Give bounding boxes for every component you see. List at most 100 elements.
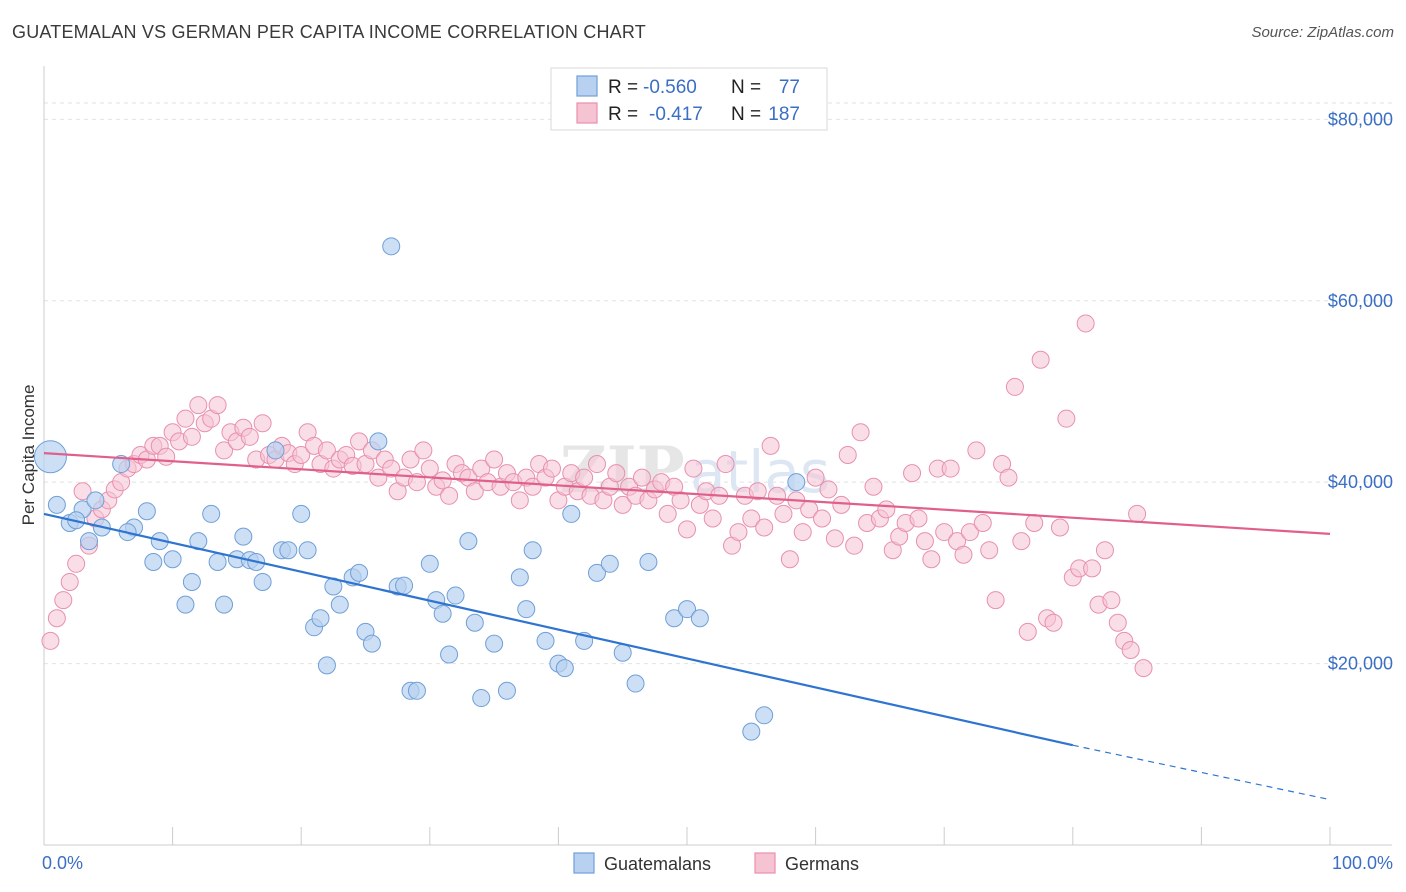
legend-swatch-guatemalans: [576, 75, 598, 97]
guatemalans-point-12: [144, 552, 163, 571]
guatemalans-point-62: [562, 504, 581, 523]
germans-point-23: [189, 396, 208, 415]
guatemalans-point-25: [253, 572, 272, 591]
germans-point-153: [1025, 513, 1044, 532]
bottom-legend-guatemalans: Guatemalans: [604, 854, 711, 874]
guatemalans-point-1: [47, 495, 66, 514]
guatemalans-point-51: [459, 532, 478, 551]
bottom-legend-swatch-germans: [754, 852, 776, 874]
germans-point-149: [999, 468, 1018, 487]
guatemalans-point-11: [137, 502, 156, 521]
guatemalans-point-48: [433, 604, 452, 623]
source-label: Source: ZipAtlas.com: [1251, 24, 1394, 41]
guatemalans-point-5: [80, 532, 99, 551]
y-tick-label-3: $80,000: [1328, 109, 1393, 129]
germans-point-99: [678, 520, 696, 539]
guatemalans-point-20: [215, 595, 234, 614]
legend-r-value-1: -0.560: [643, 77, 697, 98]
germans-point-119: [806, 468, 825, 487]
bottom-legend-swatch-guatemalans: [573, 852, 595, 874]
guatemalans-point-37: [350, 563, 369, 582]
trend-lines: [43, 452, 1331, 801]
germans-point-139: [935, 523, 954, 542]
germans-point-113: [768, 486, 787, 505]
germans-point-58: [414, 441, 433, 460]
germans-point-136: [915, 532, 934, 551]
legend-n-value-2: 187: [768, 104, 800, 125]
guatemalans-point-68: [639, 552, 658, 571]
germans-point-134: [903, 464, 922, 483]
germans-point-33: [253, 414, 272, 433]
germans-point-78: [542, 459, 561, 478]
guatemalans-point-61: [555, 659, 574, 678]
guatemalans-trend-extension: [1072, 744, 1331, 801]
germans-point-105: [716, 455, 735, 474]
germans-point-69: [485, 450, 504, 469]
germans-point-61: [433, 471, 452, 490]
guatemalans-point-40: [369, 432, 388, 451]
germans-point-26: [208, 396, 227, 415]
germans-point-130: [877, 500, 896, 519]
germans-point-150: [1005, 377, 1024, 396]
legend-r-label-2: R =: [608, 104, 638, 125]
guatemalans-point-46: [420, 554, 439, 573]
germans-point-92: [632, 468, 651, 487]
guatemalans-point-72: [742, 722, 761, 741]
germans-point-96: [658, 504, 677, 523]
germans-point-112: [761, 436, 780, 455]
guatemalans-point-69: [665, 609, 684, 628]
germans-point-53: [382, 459, 401, 478]
guatemalans-point-50: [446, 586, 465, 605]
guatemalans-point-52: [465, 613, 484, 632]
germans-point-18: [157, 447, 176, 466]
y-axis-label: Per Capita Income: [19, 385, 38, 526]
germans-point-168: [1121, 640, 1140, 659]
germans-point-21: [176, 409, 195, 428]
germans-points: [41, 314, 1153, 678]
guatemalans-point-55: [497, 681, 516, 700]
legend-box: R = -0.560 N = 77 R = -0.417 N = 187: [550, 67, 828, 131]
guatemalans-point-53: [472, 689, 491, 708]
guatemalans-point-6: [86, 491, 105, 510]
germans-point-146: [980, 541, 999, 560]
germans-point-89: [613, 495, 632, 514]
guatemalans-point-66: [613, 643, 632, 662]
guatemalans-point-57: [517, 600, 536, 619]
germans-point-43: [317, 441, 336, 460]
germans-point-125: [845, 536, 864, 555]
germans-point-109: [742, 509, 761, 528]
germans-point-169: [1128, 504, 1147, 523]
guatemalans-point-0: [33, 440, 67, 474]
germans-point-126: [851, 423, 870, 442]
guatemalans-point-14: [163, 550, 182, 569]
y-tick-labels: $20,000 $40,000 $60,000 $80,000: [1328, 109, 1393, 673]
germans-point-27: [215, 441, 234, 460]
germans-point-48: [350, 432, 369, 451]
guatemalans-point-8: [112, 455, 131, 474]
guatemalans-point-70: [678, 600, 696, 619]
guatemalans-point-39: [362, 634, 381, 653]
germans-point-62: [440, 486, 459, 505]
germans-point-144: [967, 441, 986, 460]
guatemalans-point-73: [755, 706, 774, 725]
germans-point-128: [864, 477, 883, 496]
germans-point-158: [1057, 409, 1076, 428]
germans-point-137: [922, 550, 941, 569]
germans-point-4: [67, 554, 86, 573]
guatemalans-point-28: [279, 541, 298, 560]
germans-point-154: [1031, 350, 1050, 369]
germans-point-98: [671, 491, 690, 510]
germans-point-120: [813, 509, 832, 528]
guatemalans-point-35: [330, 595, 349, 614]
germans-point-22: [182, 427, 201, 446]
guatemalans-point-65: [600, 554, 619, 573]
legend-n-value-1: 77: [779, 77, 800, 98]
guatemalans-point-19: [208, 552, 227, 571]
guatemalans-trend-line: [43, 512, 1074, 747]
y-tick-label-0: $20,000: [1328, 654, 1393, 674]
germans-point-3: [60, 572, 79, 591]
germans-point-162: [1083, 559, 1102, 578]
guatemalans-point-74: [787, 473, 806, 492]
germans-point-166: [1108, 613, 1127, 632]
germans-point-2: [54, 591, 73, 610]
